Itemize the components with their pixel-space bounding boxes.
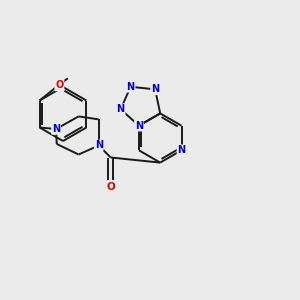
Text: N: N <box>127 82 135 92</box>
Text: N: N <box>178 145 186 155</box>
Text: N: N <box>95 140 103 151</box>
Text: O: O <box>106 182 115 192</box>
Text: N: N <box>52 124 60 134</box>
Text: O: O <box>55 80 64 91</box>
Text: N: N <box>151 84 159 94</box>
Text: N: N <box>117 104 125 114</box>
Text: N: N <box>135 121 143 131</box>
